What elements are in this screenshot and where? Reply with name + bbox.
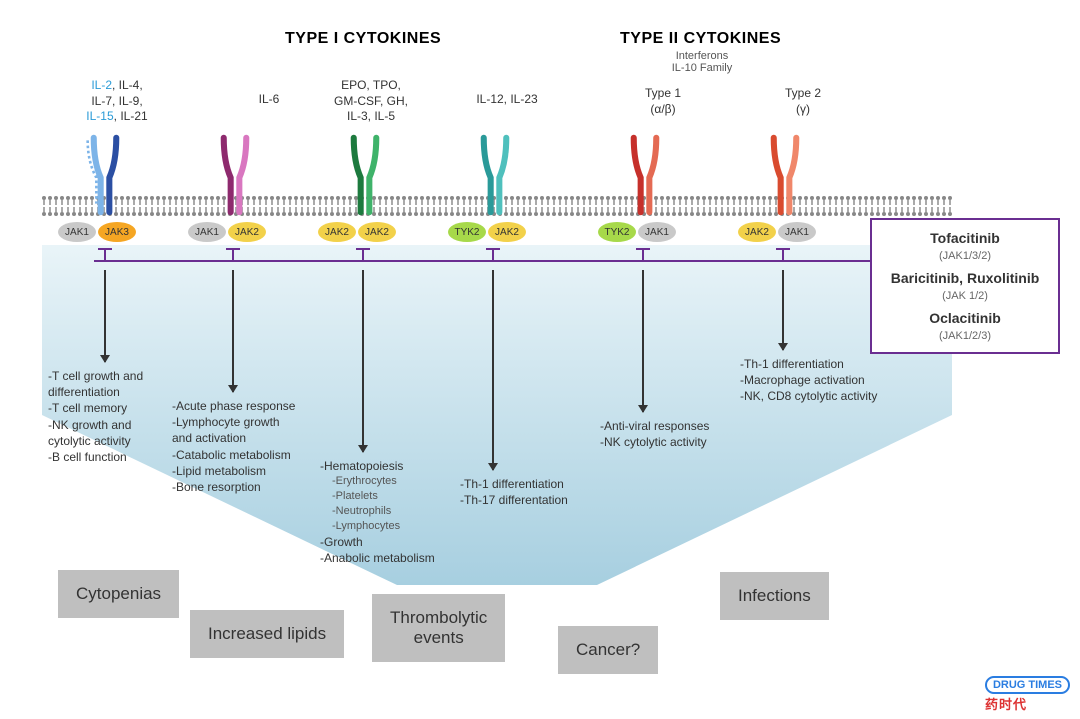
receptor-label-r6: Type 2(γ) <box>748 86 858 117</box>
arrow-1 <box>232 270 234 392</box>
jak-r6-1: JAK1 <box>778 222 816 242</box>
type2-sub1: Interferons <box>676 50 729 62</box>
functions-4: -Anti-viral responses-NK cytolytic activ… <box>600 418 709 450</box>
arrow-5 <box>782 270 784 350</box>
header-type1: TYPE I CYTOKINES <box>285 30 441 48</box>
inhib-1: Tofacitinib(JAK1/3/2) <box>886 230 1044 262</box>
receptor-r1 <box>80 136 130 214</box>
outcome-1: Increased lipids <box>190 610 344 658</box>
receptor-r6 <box>760 136 810 214</box>
jak-r1-1: JAK3 <box>98 222 136 242</box>
inhibitor-box: Tofacitinib(JAK1/3/2) Baricitinib, Ruxol… <box>870 218 1060 354</box>
watermark-cn: 药时代 <box>985 694 1070 713</box>
inhibitor-T-5 <box>776 248 790 250</box>
inhibitor-T-4 <box>636 248 650 250</box>
receptor-label-r4: IL-12, IL-23 <box>452 92 562 108</box>
arrow-2 <box>362 270 364 452</box>
inhibitor-T-1 <box>226 248 240 250</box>
receptor-r2 <box>210 136 260 214</box>
functions-2: -Hematopoiesis-Erythrocytes-Platelets-Ne… <box>320 458 435 566</box>
outcome-3: Cancer? <box>558 626 658 674</box>
receptor-label-r2: IL-6 <box>214 92 324 108</box>
functions-3: -Th-1 differentiation-Th-17 differentati… <box>460 476 568 508</box>
jak-r3-0: JAK2 <box>318 222 356 242</box>
arrow-4 <box>642 270 644 412</box>
watermark-pill: DRUG TIMES <box>985 676 1070 694</box>
jak-r3-1: JAK2 <box>358 222 396 242</box>
arrow-3 <box>492 270 494 470</box>
inhibitor-T-2 <box>356 248 370 250</box>
receptor-r5 <box>620 136 670 214</box>
receptor-label-r1: IL-2, IL-4,IL-7, IL-9,IL-15, IL-21 <box>62 78 172 125</box>
inhib-3: Oclacitinib(JAK1/2/3) <box>886 310 1044 342</box>
jak-r1-0: JAK1 <box>58 222 96 242</box>
inhibitor-main-line <box>94 260 948 262</box>
functions-5: -Th-1 differentiation-Macrophage activat… <box>740 356 877 405</box>
jak-r6-0: JAK2 <box>738 222 776 242</box>
receptor-r3 <box>340 136 390 214</box>
jak-r2-0: JAK1 <box>188 222 226 242</box>
outcome-2: Thrombolyticevents <box>372 594 505 662</box>
type2-sub2: IL-10 Family <box>672 62 733 74</box>
jak-r5-0: TYK2 <box>598 222 636 242</box>
inhib-2: Baricitinib, Ruxolitinib(JAK 1/2) <box>886 270 1044 302</box>
outcome-4: Infections <box>720 572 829 620</box>
receptor-label-r5: Type 1(α/β) <box>608 86 718 117</box>
outcome-0: Cytopenias <box>58 570 179 618</box>
functions-1: -Acute phase response-Lymphocyte growtha… <box>172 398 295 495</box>
inhibitor-T-0 <box>98 248 112 250</box>
receptor-r4 <box>470 136 520 214</box>
jak-r4-1: JAK2 <box>488 222 526 242</box>
functions-0: -T cell growth anddifferentiation-T cell… <box>48 368 143 465</box>
jak-r4-0: TYK2 <box>448 222 486 242</box>
header-type2-sub: Interferons IL-10 Family <box>632 50 772 74</box>
receptor-label-r3: EPO, TPO,GM-CSF, GH,IL-3, IL-5 <box>316 78 426 125</box>
arrow-0 <box>104 270 106 362</box>
header-type2: TYPE II CYTOKINES <box>620 30 781 48</box>
inhibitor-T-3 <box>486 248 500 250</box>
jak-r5-1: JAK1 <box>638 222 676 242</box>
watermark: DRUG TIMES 药时代 <box>985 676 1070 713</box>
jak-r2-1: JAK2 <box>228 222 266 242</box>
